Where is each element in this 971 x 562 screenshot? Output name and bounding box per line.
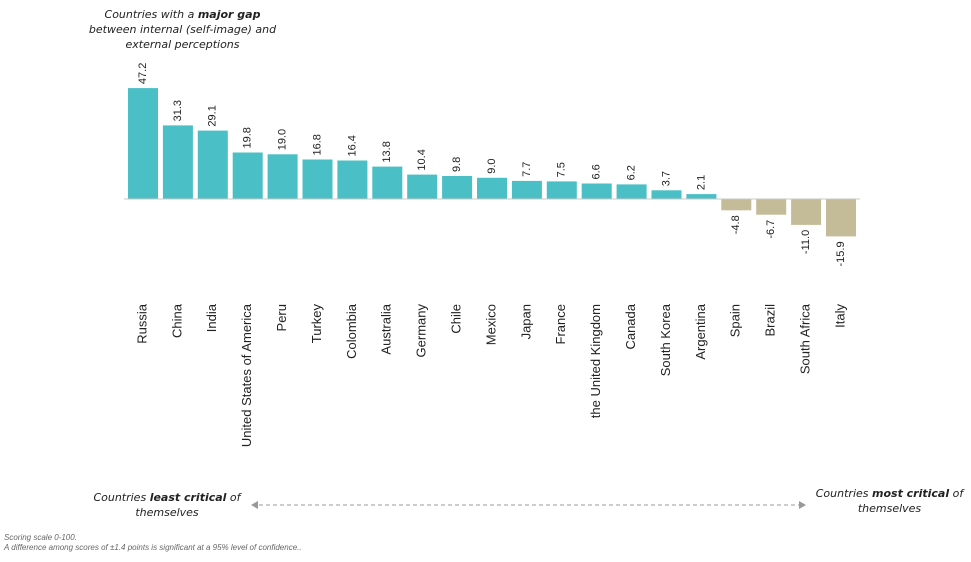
category-label: Colombia bbox=[344, 303, 359, 359]
value-label: 7.5 bbox=[556, 162, 568, 177]
value-label: 13.8 bbox=[381, 141, 393, 162]
bar bbox=[267, 154, 298, 199]
bar bbox=[756, 199, 787, 215]
category-label: South Africa bbox=[798, 303, 813, 374]
category-label: Australia bbox=[379, 303, 394, 354]
bar bbox=[511, 180, 542, 199]
value-label: 10.4 bbox=[416, 149, 428, 170]
bar bbox=[442, 176, 473, 199]
bar bbox=[302, 159, 333, 199]
bar bbox=[477, 177, 507, 199]
bar bbox=[337, 160, 368, 199]
major-gap-annotation: Countries with a major gap between inter… bbox=[88, 8, 277, 51]
value-label: -6.7 bbox=[765, 220, 777, 239]
value-labels-layer: 47.2 31.3 29.1 19.8 19.0 16.8 16.4 13.8 10.4 9.8 9… bbox=[137, 63, 847, 267]
category-label: Italy bbox=[832, 304, 847, 328]
most-critical-annotation: Countries most critical of themselves bbox=[815, 487, 964, 515]
value-label: 19.8 bbox=[242, 127, 254, 148]
footnote-significance: A difference among scores of ±1.4 points… bbox=[4, 543, 302, 552]
bar bbox=[686, 194, 717, 199]
bar bbox=[651, 190, 682, 199]
category-label: China bbox=[169, 303, 184, 338]
value-label: 3.7 bbox=[660, 171, 672, 186]
bar bbox=[616, 184, 647, 199]
category-label: Argentina bbox=[693, 303, 708, 359]
value-label: 16.4 bbox=[346, 135, 358, 156]
category-label: France bbox=[553, 304, 568, 344]
category-label: Mexico bbox=[483, 304, 498, 345]
footnote-scale: Scoring scale 0-100. bbox=[4, 533, 77, 542]
category-label: the United Kingdom bbox=[588, 304, 603, 418]
category-label: Chile bbox=[449, 304, 464, 334]
category-label: India bbox=[204, 303, 219, 332]
bar bbox=[372, 166, 403, 199]
value-label: 9.0 bbox=[486, 159, 498, 174]
value-label: 31.3 bbox=[172, 100, 184, 121]
value-label: 2.1 bbox=[695, 175, 707, 190]
category-label: Canada bbox=[623, 303, 638, 349]
value-label: 19.0 bbox=[277, 129, 289, 150]
value-label: 29.1 bbox=[207, 105, 219, 126]
bar bbox=[197, 130, 228, 199]
value-label: 6.2 bbox=[626, 165, 638, 180]
bar bbox=[232, 152, 263, 199]
category-label: Turkey bbox=[309, 304, 324, 344]
bar bbox=[826, 199, 856, 237]
bar bbox=[721, 199, 752, 211]
category-label: Japan bbox=[518, 304, 533, 339]
bar bbox=[162, 125, 193, 199]
category-label: United States of America bbox=[239, 303, 254, 447]
value-label: 6.6 bbox=[591, 164, 603, 179]
least-critical-annotation: Countries least critical of themselves bbox=[93, 491, 241, 519]
bars-layer bbox=[128, 88, 856, 237]
category-label: Russia bbox=[134, 303, 149, 344]
category-label: Germany bbox=[414, 304, 429, 358]
value-label: -15.9 bbox=[835, 241, 847, 266]
value-label: 7.7 bbox=[521, 162, 533, 177]
category-labels-layer: Russia China India United States of America… bbox=[134, 303, 847, 447]
bar bbox=[581, 183, 612, 199]
category-label: Brazil bbox=[763, 304, 778, 337]
category-label: South Korea bbox=[658, 303, 673, 376]
value-label: -4.8 bbox=[730, 215, 742, 234]
value-label: 47.2 bbox=[137, 63, 149, 84]
value-label: 9.8 bbox=[451, 157, 463, 172]
footnote: Scoring scale 0-100. A difference among … bbox=[4, 533, 302, 553]
bar bbox=[791, 199, 822, 225]
bar bbox=[546, 181, 577, 199]
category-label: Spain bbox=[728, 304, 743, 337]
bar bbox=[128, 88, 158, 199]
value-label: -11.0 bbox=[800, 230, 812, 254]
category-label: Peru bbox=[274, 304, 289, 331]
value-label: 16.8 bbox=[311, 134, 323, 155]
bar bbox=[407, 174, 438, 199]
